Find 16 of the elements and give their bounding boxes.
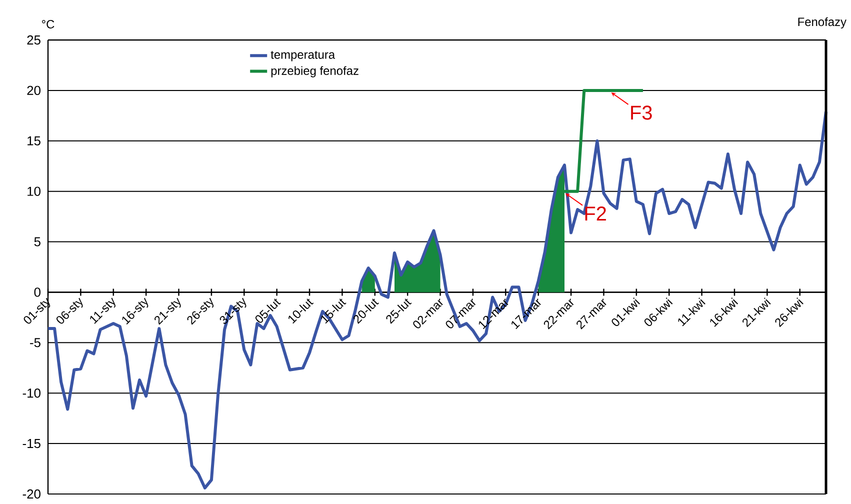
y-tick-label: 25 bbox=[27, 35, 40, 45]
annotation: F3 bbox=[631, 106, 652, 120]
legend-label: przebieg fenofaz bbox=[271, 66, 358, 78]
y-tick-label: 0 bbox=[34, 288, 40, 297]
y-tick-label: 20 bbox=[27, 86, 40, 96]
y2-axis-title: Fenofazy bbox=[798, 17, 846, 28]
y-tick-label: -20 bbox=[22, 489, 40, 499]
legend-label: temperatura bbox=[270, 50, 336, 62]
y-tick-label: 10 bbox=[28, 186, 40, 196]
y-tick-label: 5 bbox=[34, 237, 40, 246]
y-tick-label: -10 bbox=[22, 388, 40, 398]
y-tick-label: 15 bbox=[28, 136, 40, 146]
y-tick-label: -15 bbox=[22, 439, 40, 448]
y-tick-label: -5 bbox=[30, 338, 40, 348]
y-axis-title: °C bbox=[42, 20, 54, 28]
annotation: F2 bbox=[585, 206, 606, 220]
